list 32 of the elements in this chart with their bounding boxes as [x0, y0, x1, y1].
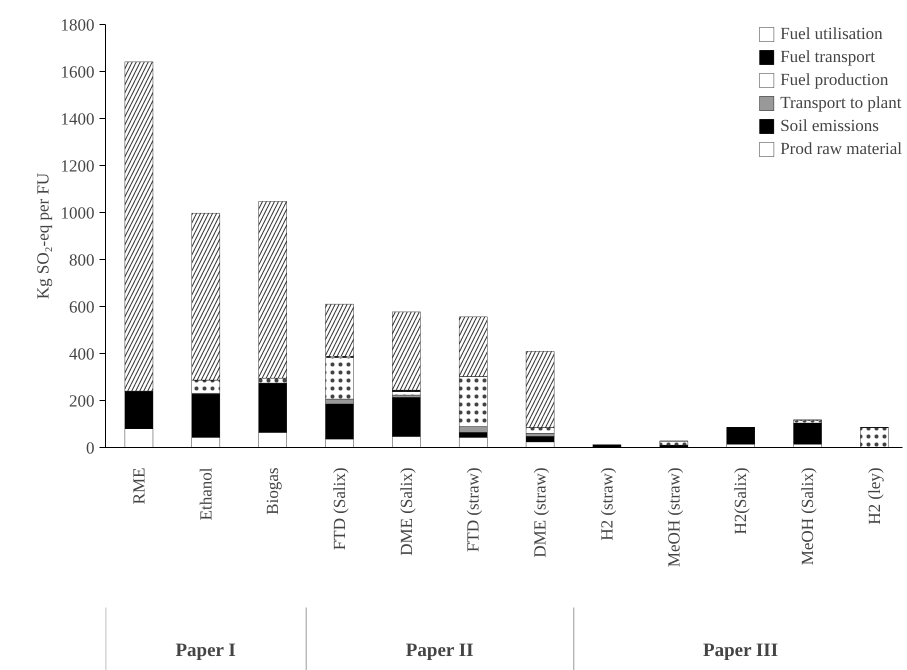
y-tick-label: 1600 [60, 62, 94, 82]
y-tick-label: 1200 [60, 156, 94, 176]
x-tick-label: FTD (straw) [464, 467, 483, 552]
x-tick-label: FTD (Salix) [330, 467, 350, 550]
legend-label: Fuel utilisation [780, 24, 883, 44]
x-tick-label: DME (straw) [530, 468, 550, 558]
y-tick-label: 1000 [60, 204, 94, 222]
x-tick-label: MeOH (straw) [664, 468, 684, 568]
legend-label: Transport to plant [780, 93, 902, 113]
x-tick-label: MeOH (Salix) [798, 468, 818, 566]
x-tick-label: H2 (ley) [864, 467, 884, 525]
y-tick-label: 600 [69, 298, 94, 316]
x-tick-label: H2(Salix) [731, 468, 750, 535]
y-tick-label: 200 [69, 392, 94, 410]
x-tick-label: Biogas [263, 467, 282, 515]
y-tick-label: 800 [69, 250, 94, 270]
x-tick-label: H2 (straw) [597, 468, 616, 541]
text: Paper III [702, 640, 778, 662]
y-axis-title: Kg SO₂-eq per FU [34, 172, 52, 300]
y-tick-label: 1400 [60, 110, 94, 128]
legend-label: Soil emissions [780, 116, 879, 136]
x-tick-label: DME (Salix) [396, 468, 416, 556]
x-tick-label: Ethanol [196, 467, 216, 520]
legend-label: Fuel production [780, 70, 888, 90]
y-tick-label: 400 [69, 344, 94, 364]
legend-label: Prod raw material [780, 139, 902, 159]
text: Paper I [175, 640, 236, 662]
legend-label: Fuel transport [780, 47, 876, 67]
y-tick-label: 1800 [60, 16, 94, 34]
text: Paper II [406, 640, 474, 662]
y-tick-label: 0 [86, 438, 94, 458]
x-tick-label: RME [129, 467, 148, 504]
